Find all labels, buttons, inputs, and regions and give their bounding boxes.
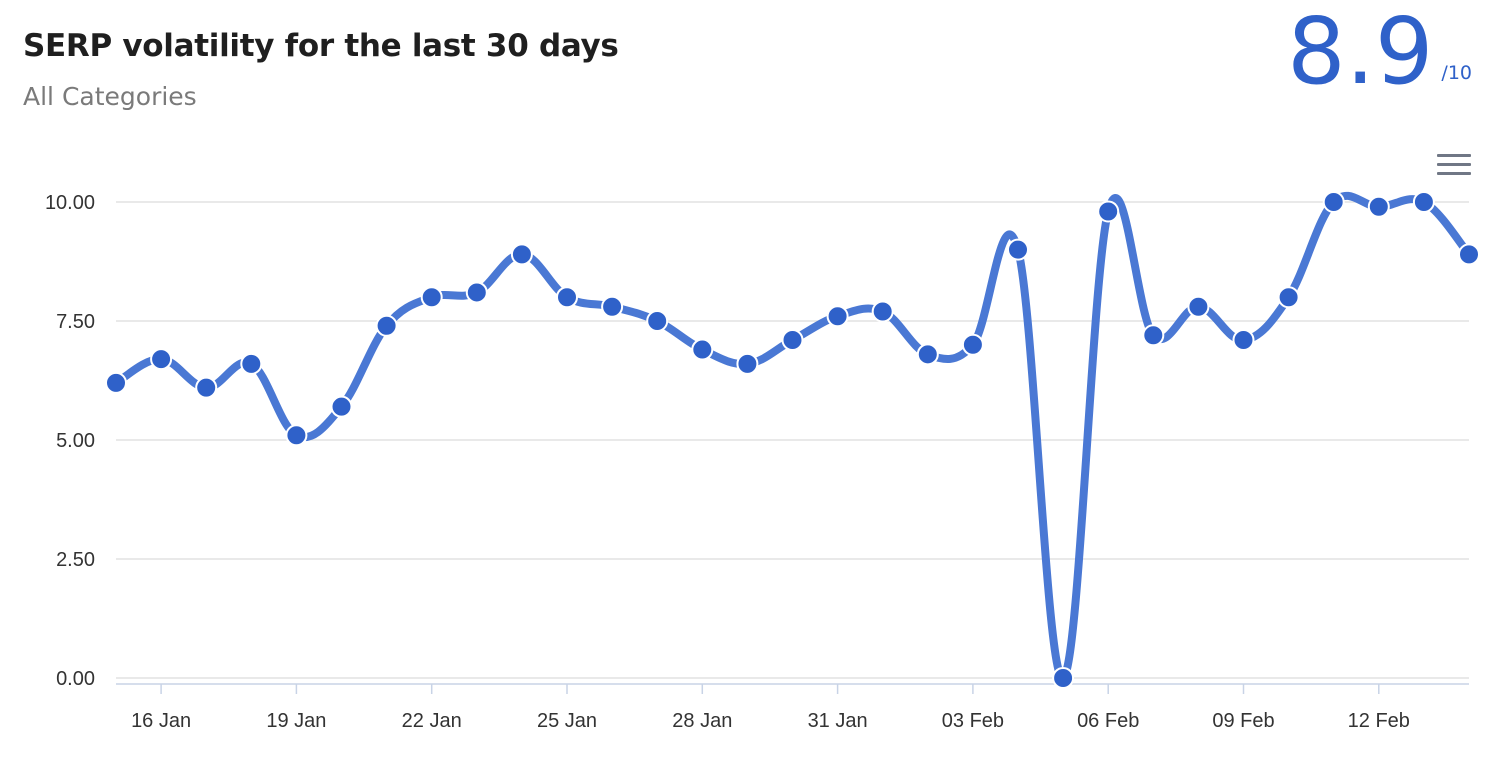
data-point xyxy=(781,329,804,352)
data-point xyxy=(1277,286,1300,309)
x-tick-label: 31 Jan xyxy=(808,710,868,732)
x-tick-label: 09 Feb xyxy=(1212,710,1274,732)
x-tick-label: 22 Jan xyxy=(402,710,462,732)
y-tick-label: 5.00 xyxy=(56,430,95,452)
x-tick-label: 28 Jan xyxy=(672,710,732,732)
data-point xyxy=(285,424,308,447)
y-tick-label: 7.50 xyxy=(56,311,95,333)
data-point xyxy=(961,333,984,356)
x-tick-label: 16 Jan xyxy=(131,710,191,732)
data-point xyxy=(105,371,127,394)
data-point xyxy=(1187,295,1210,318)
y-tick-label: 10.00 xyxy=(45,192,95,214)
data-point xyxy=(510,243,533,266)
data-point xyxy=(556,286,578,309)
menu-bar xyxy=(1437,154,1471,157)
menu-bar xyxy=(1437,163,1471,166)
data-point xyxy=(1367,195,1390,218)
score-max: /10 xyxy=(1441,62,1472,84)
y-tick-label: 0.00 xyxy=(56,668,95,690)
data-point xyxy=(871,300,894,323)
data-point xyxy=(150,348,173,371)
grid-lines xyxy=(116,201,1469,679)
y-tick-label: 2.50 xyxy=(56,549,95,571)
volatility-score: 8.9 /10 xyxy=(1287,6,1472,98)
score-value: 8.9 xyxy=(1287,0,1434,105)
chart-subtitle: All Categories xyxy=(23,82,197,111)
x-axis xyxy=(116,683,1469,694)
data-point xyxy=(736,352,759,375)
x-tick-label: 03 Feb xyxy=(942,710,1004,732)
series-line xyxy=(112,191,1473,683)
data-point xyxy=(691,338,714,361)
data-point xyxy=(1322,191,1345,213)
data-point xyxy=(646,310,669,332)
data-point xyxy=(375,314,398,337)
data-point xyxy=(916,343,939,366)
data-point xyxy=(1232,329,1255,352)
x-axis-labels: 16 Jan 19 Jan 22 Jan 25 Jan 28 Jan 31 Jan 03 F… xyxy=(131,710,1410,732)
data-point xyxy=(330,395,353,418)
data-point xyxy=(826,305,849,328)
data-point xyxy=(420,286,443,309)
series-line-path xyxy=(112,191,1473,683)
data-point xyxy=(1142,324,1165,347)
data-point xyxy=(601,295,624,318)
data-point xyxy=(240,352,263,375)
x-tick-label: 25 Jan xyxy=(537,710,597,732)
x-tick-label: 19 Jan xyxy=(266,710,326,732)
series-points xyxy=(105,191,1480,689)
data-point xyxy=(1458,243,1480,266)
x-tick-label: 12 Feb xyxy=(1348,710,1410,732)
data-point xyxy=(195,376,218,399)
data-point xyxy=(1412,191,1435,213)
data-point xyxy=(1052,667,1075,689)
hamburger-menu-icon[interactable] xyxy=(1437,154,1471,178)
data-point xyxy=(465,281,488,304)
menu-bar xyxy=(1437,172,1471,175)
y-axis-labels: 0.00 2.50 5.00 7.50 10.00 xyxy=(45,192,95,690)
chart-title: SERP volatility for the last 30 days xyxy=(23,28,619,64)
data-point xyxy=(1007,238,1029,261)
x-tick-label: 06 Feb xyxy=(1077,710,1139,732)
data-point xyxy=(1097,200,1120,223)
